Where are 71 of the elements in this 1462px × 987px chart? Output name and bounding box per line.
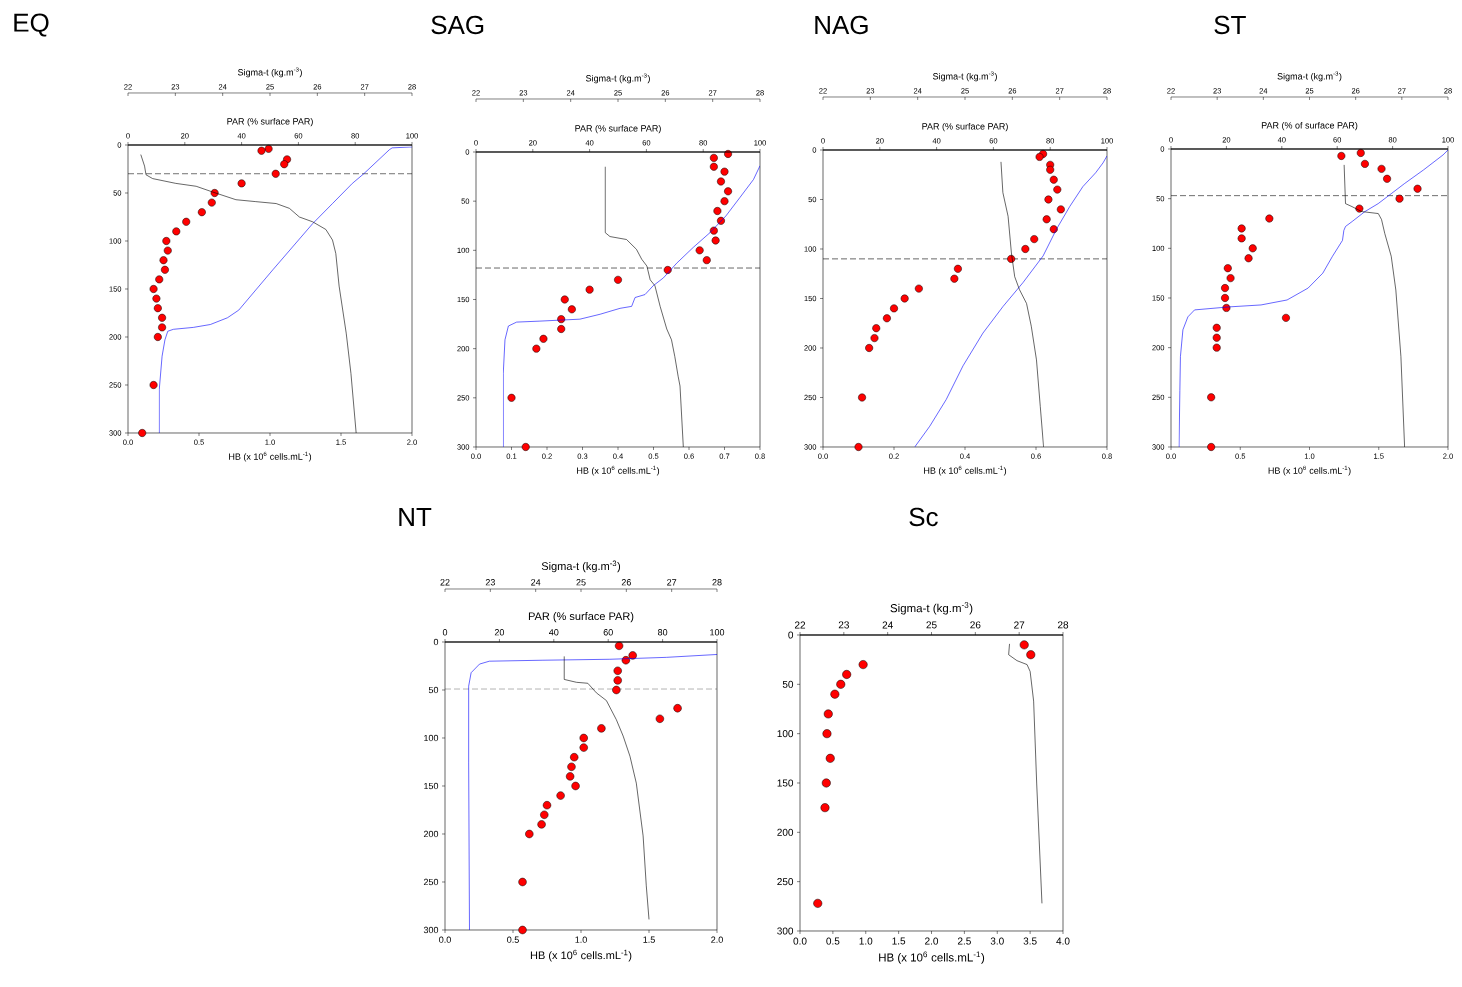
- x2-axis-title: PAR (% surface PAR): [922, 122, 1008, 132]
- x2-tick-label: 22: [794, 621, 806, 629]
- y-tick-label: 0: [788, 631, 794, 639]
- x2-axis-title: PAR (% surface PAR): [227, 117, 313, 127]
- x-axis-title: HB (x 10$^{6}$ cells.mL$^{-1}$): [229, 451, 312, 462]
- x2-tick-label: 0: [442, 629, 448, 636]
- x-axis-title: HB (x 10$^{6}$ cells.mL$^{-1}$): [1268, 465, 1351, 476]
- x-tick-label: 4.0: [1056, 937, 1070, 945]
- x-tick-label: 1.0: [575, 936, 587, 943]
- x-axis-title: Sigma-t (kg.m$^{-3}$): [932, 71, 997, 82]
- x2-tick-label: 80: [657, 629, 668, 636]
- y-tick-label: 50: [782, 680, 794, 688]
- y-tick-label: 300: [423, 926, 439, 934]
- x-tick-label: 22: [440, 579, 450, 586]
- y-tick-label: 150: [777, 779, 794, 787]
- x2-tick-label: 27: [1014, 621, 1025, 629]
- x2-tick-label: 25: [926, 621, 937, 629]
- x-tick-label: 3.0: [990, 937, 1004, 945]
- x-tick-label: 1.5: [643, 936, 655, 943]
- x-axis-title: HB (x 10$^{6}$ cells.mL$^{-1}$): [924, 465, 1007, 476]
- x-axis-title: Sigma-t (kg.m$^{-3}$): [237, 67, 302, 78]
- x-tick-label: 2.0: [925, 937, 939, 945]
- chart-title: Sc: [909, 507, 938, 527]
- chart-title: NAG: [815, 15, 868, 35]
- chart-title: NT: [399, 508, 432, 526]
- y-tick-label: 200: [423, 830, 439, 838]
- x2-tick-label: 40: [549, 629, 559, 636]
- x-tick-label: 24: [531, 579, 541, 586]
- x-tick-label: 28: [712, 579, 722, 586]
- x-axis-title: Sigma-t (kg.m$^{-3}$): [541, 560, 621, 573]
- y-tick-label: 250: [777, 878, 794, 886]
- x-tick-label: 27: [667, 579, 677, 586]
- x2-tick-label: 23: [838, 621, 849, 629]
- y-tick-label: 100: [424, 734, 439, 742]
- x-tick-label: 23: [485, 579, 495, 586]
- x-tick-label: 1.0: [859, 937, 873, 945]
- x-tick-label: 25: [576, 579, 586, 586]
- x-tick-label: 2.0: [711, 936, 723, 943]
- x2-tick-label: 60: [603, 629, 613, 636]
- x2-tick-label: 26: [970, 621, 981, 629]
- x2-axis-title: PAR (% surface PAR): [575, 124, 661, 134]
- y-tick-label: 300: [777, 927, 794, 935]
- y-tick-label: 200: [777, 828, 794, 836]
- x-axis-title: Sigma-t (kg.m$^{-3}$): [1277, 71, 1342, 82]
- chart-title: EQ: [14, 13, 49, 37]
- x-axis-title: HB (x 10$^{6}$ cells.mL$^{-1}$): [879, 951, 985, 964]
- y-tick-label: 250: [423, 878, 439, 886]
- y-tick-label: 150: [424, 782, 439, 790]
- y-tick-label: 0: [433, 638, 439, 646]
- x-axis-title: HB (x 10$^{6}$ cells.mL$^{-1}$): [577, 465, 660, 476]
- x-tick-label: 0.0: [793, 937, 807, 945]
- x2-axis-title: Sigma-t (kg.m$^{-3}$): [890, 602, 973, 615]
- x2-tick-label: 28: [1057, 621, 1069, 629]
- x-axis-title: HB (x 10$^{6}$ cells.mL$^{-1}$): [530, 949, 632, 962]
- x-tick-label: 0.5: [826, 937, 840, 945]
- y-tick-label: 50: [428, 686, 439, 694]
- x-tick-label: 1.5: [892, 937, 906, 945]
- chart-title: SAG: [431, 15, 484, 35]
- x2-tick-label: 100: [710, 629, 725, 636]
- x2-axis-title: PAR (% surface PAR): [528, 611, 634, 623]
- x-tick-label: 26: [621, 579, 631, 586]
- y-tick-label: 100: [777, 730, 794, 738]
- x-tick-label: 3.5: [1023, 937, 1037, 945]
- x-axis-title: Sigma-t (kg.m$^{-3}$): [585, 73, 650, 84]
- x2-axis-title: PAR (% of surface PAR): [1261, 121, 1358, 131]
- x2-tick-label: 24: [882, 621, 893, 629]
- chart-title: ST: [1214, 15, 1246, 35]
- x-tick-label: 2.5: [957, 937, 971, 945]
- x2-tick-label: 20: [494, 629, 505, 636]
- x-tick-label: 0.5: [507, 936, 519, 943]
- x-tick-label: 0.0: [439, 936, 451, 943]
